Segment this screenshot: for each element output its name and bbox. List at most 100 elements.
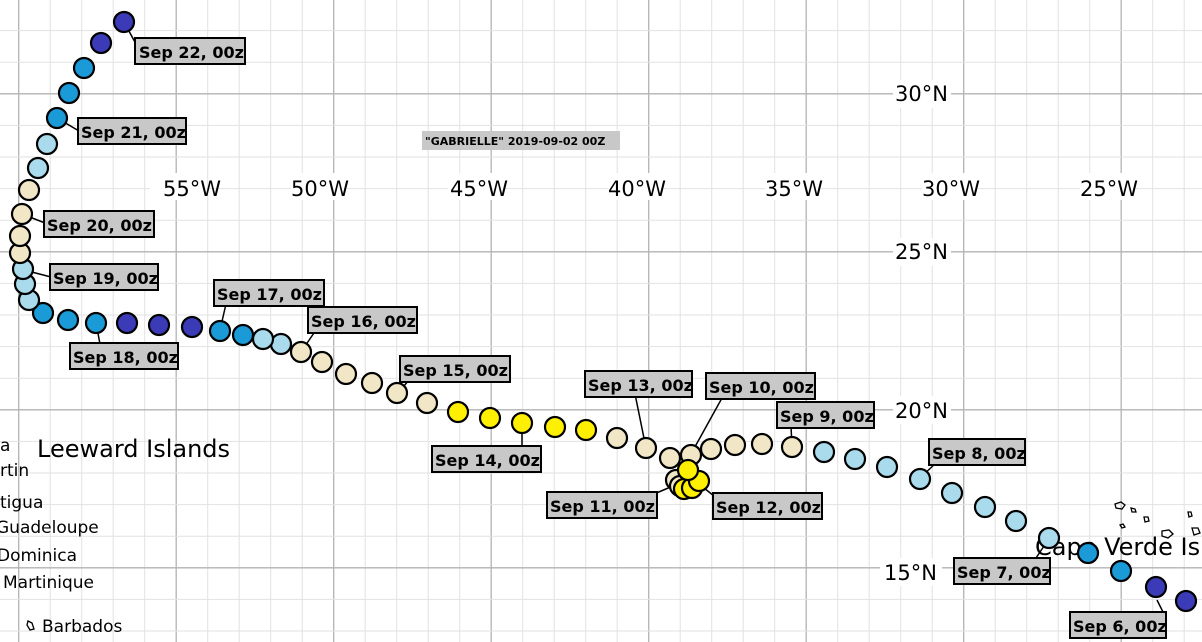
track-point [415, 391, 439, 415]
date-label-text: Sep 21, 00z [81, 123, 186, 142]
track-point [510, 411, 534, 435]
date-label-text: Sep 6, 00z [1073, 617, 1167, 636]
map-title: "GABRIELLE" 2019-09-02 00Z [425, 135, 605, 148]
date-label-sep21: Sep 21, 00z [77, 117, 187, 145]
place-barbados: Barbados [42, 617, 122, 637]
lat-label-20n: 20°N [895, 399, 948, 423]
track-point [115, 311, 139, 335]
track-point [543, 415, 567, 439]
track-point [8, 224, 32, 248]
place-dominica: Dominica [0, 546, 77, 566]
date-label-sep12: Sep 12, 00z [712, 492, 823, 520]
date-label-text: Sep 16, 00z [311, 312, 416, 331]
track-point [446, 400, 470, 424]
track-point [112, 10, 136, 34]
cape-verde-island-4 [1161, 529, 1174, 539]
date-label-sep16: Sep 16, 00z [307, 306, 418, 334]
lon-label-35w: 35°W [765, 177, 823, 201]
date-label-text: Sep 10, 00z [709, 378, 814, 397]
track-point [45, 106, 69, 130]
place-antigua: tigua [0, 493, 43, 513]
date-label-text: Sep 12, 00z [716, 498, 821, 517]
latitude-labels: 30°N 25°N 20°N 15°N [880, 80, 951, 586]
date-label-text: Sep 20, 00z [47, 216, 152, 235]
track-point [56, 308, 80, 332]
track-point [780, 435, 804, 459]
lat-label-30n: 30°N [895, 82, 948, 106]
date-label-sep10: Sep 10, 00z [705, 372, 816, 400]
place-martinique: Martinique [3, 573, 94, 593]
date-label-sep19: Sep 19, 00z [49, 263, 159, 291]
date-label-sep7: Sep 7, 00z [953, 557, 1051, 585]
cape-verde-island-1 [1114, 501, 1126, 510]
track-point [875, 455, 899, 479]
track-point [35, 132, 59, 156]
track-point [251, 327, 275, 351]
date-labels: Sep 22, 00z Sep 21, 00z Sep 20, 00z Sep … [43, 37, 1167, 639]
track-point [180, 315, 204, 339]
barbados-island [26, 620, 35, 631]
lon-label-25w: 25°W [1080, 177, 1138, 201]
date-label-sep22: Sep 22, 00z [134, 37, 246, 65]
track-point [676, 458, 700, 482]
date-label-text: Sep 19, 00z [53, 269, 158, 288]
track-point [973, 495, 997, 519]
track-point [699, 437, 723, 461]
track-point [723, 433, 747, 457]
track-point [57, 81, 81, 105]
track-point [750, 432, 774, 456]
track-point [478, 406, 502, 430]
track-point [289, 340, 313, 364]
date-label-sep15: Sep 15, 00z [399, 355, 511, 383]
track-point [1037, 526, 1061, 550]
cape-verde-island-6 [1191, 527, 1201, 536]
track-point [1076, 541, 1100, 565]
title-background [422, 131, 620, 150]
date-label-sep14: Sep 14, 00z [431, 445, 542, 473]
storm-track [8, 10, 1198, 613]
track-point [1174, 589, 1198, 613]
track-point [1004, 509, 1028, 533]
lon-label-30w: 30°W [922, 177, 980, 201]
cape-verde-island-3 [1143, 516, 1150, 523]
island-shapes [26, 501, 1201, 631]
track-point [334, 362, 358, 386]
track-point [385, 381, 409, 405]
track-point [26, 156, 50, 180]
place-cape-verde: Cape Verde Is [1035, 533, 1200, 561]
track-point [208, 319, 232, 343]
track-point [231, 323, 255, 347]
date-label-sep11: Sep 11, 00z [546, 491, 658, 519]
date-label-text: Sep 15, 00z [403, 361, 508, 380]
track-point [605, 426, 629, 450]
track-point [269, 332, 293, 356]
track-point [1109, 559, 1133, 583]
date-label-sep9: Sep 9, 00z [776, 401, 875, 429]
track-point [10, 202, 34, 226]
date-label-text: Sep 8, 00z [932, 444, 1026, 463]
track-point [658, 446, 682, 470]
lon-label-50w: 50°W [291, 177, 349, 201]
date-label-text: Sep 13, 00z [588, 376, 693, 395]
lat-label-25n: 25°N [895, 240, 948, 264]
date-label-text: Sep 17, 00z [217, 285, 322, 304]
place-st-martin: rtin [0, 461, 29, 481]
date-label-text: Sep 7, 00z [957, 563, 1051, 582]
track-point [72, 56, 96, 80]
date-label-text: Sep 11, 00z [550, 497, 655, 516]
track-point [31, 301, 55, 325]
date-label-text: Sep 14, 00z [435, 451, 540, 470]
date-label-sep8: Sep 8, 00z [928, 438, 1026, 466]
track-point [634, 436, 658, 460]
date-label-text: Sep 18, 00z [73, 348, 178, 367]
place-a: a [0, 436, 10, 456]
lon-label-45w: 45°W [450, 177, 508, 201]
track-point [1144, 575, 1168, 599]
longitude-labels: 55°W 50°W 45°W 40°W 35°W 30°W 25°W [150, 173, 1138, 201]
date-label-sep6: Sep 6, 00z [1069, 611, 1167, 639]
track-point [84, 311, 108, 335]
track-point [147, 313, 171, 337]
track-point [310, 350, 334, 374]
cape-verde-island-7 [1118, 523, 1127, 529]
lon-label-40w: 40°W [608, 177, 666, 201]
